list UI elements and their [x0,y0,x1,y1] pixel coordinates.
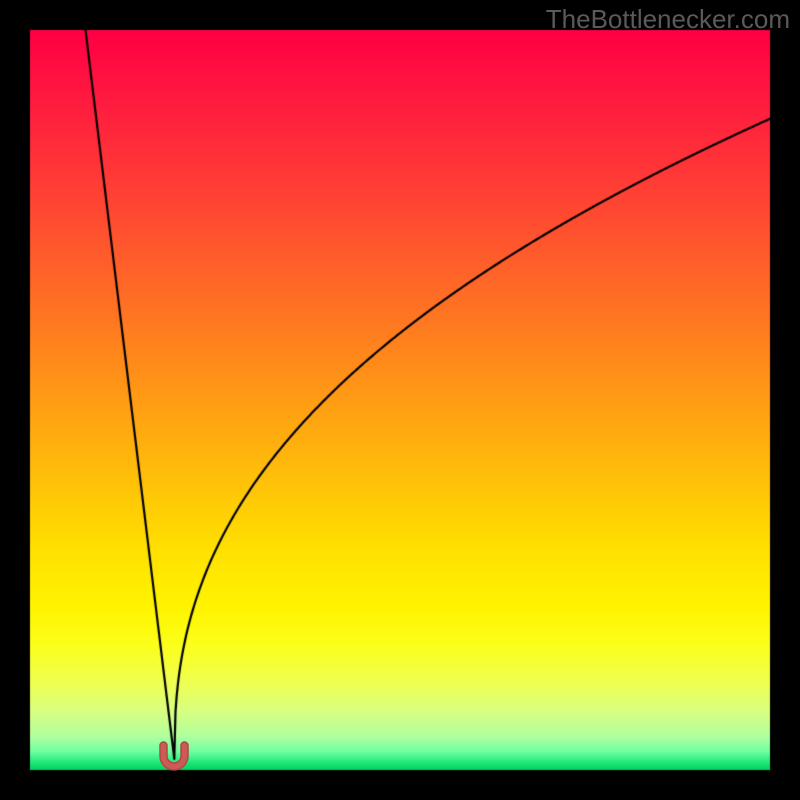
bottleneck-chart: TheBottlenecker.com [0,0,800,800]
optimum-marker [156,740,192,772]
bottleneck-curve [0,0,800,800]
